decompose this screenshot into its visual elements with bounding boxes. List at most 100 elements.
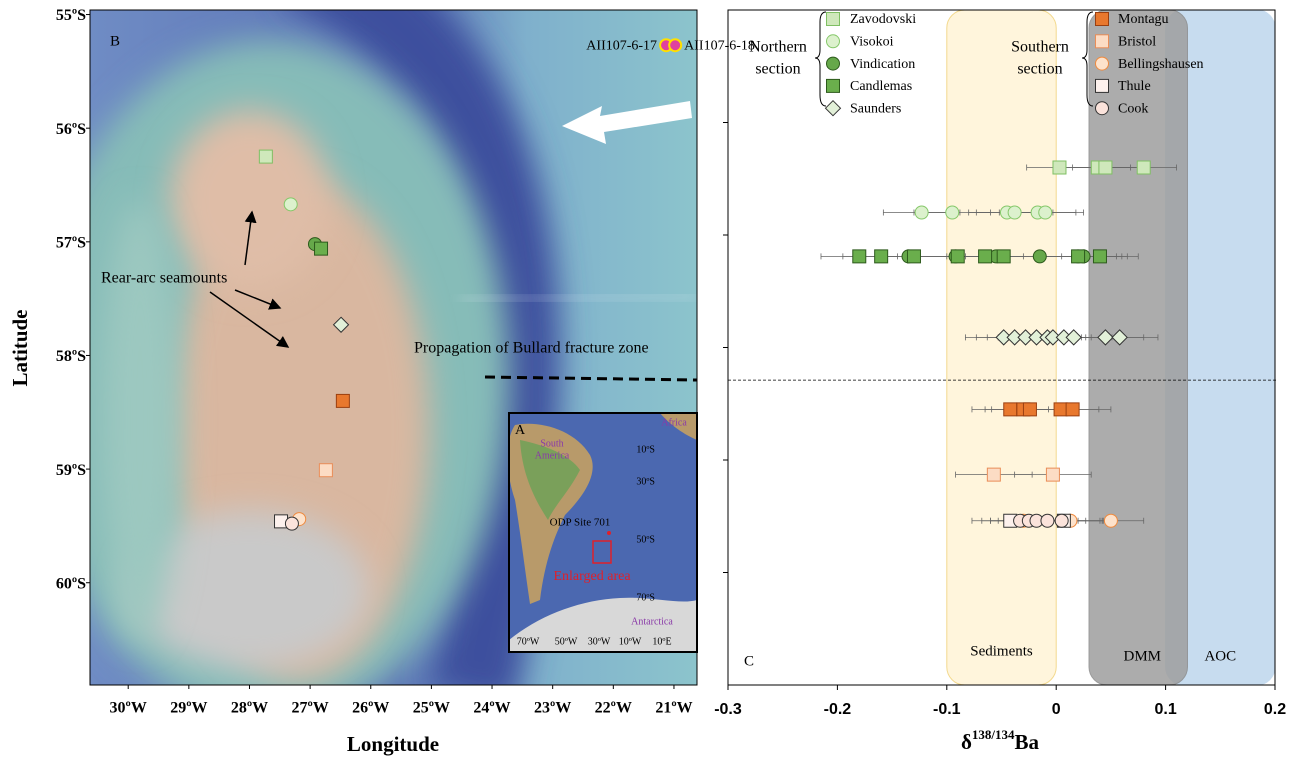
- panel-label: B: [110, 33, 120, 49]
- x-tick-label: -0.2: [824, 701, 852, 718]
- data-point: [1041, 514, 1054, 527]
- data-point: [1039, 206, 1052, 219]
- legend-marker: [1096, 57, 1109, 70]
- x-tick-label: 28ºW: [231, 700, 268, 717]
- site-marker: [259, 150, 272, 163]
- data-point: [946, 206, 959, 219]
- x-tick-label: 23ºW: [534, 700, 571, 717]
- inset-lat-label: 30ºS: [636, 476, 655, 487]
- legend-group-title: Southern: [1011, 39, 1069, 56]
- data-point: [1023, 403, 1036, 416]
- legend-label: Visokoi: [850, 35, 894, 50]
- data-point: [875, 250, 888, 263]
- legend-marker: [827, 79, 840, 92]
- inset-box-label: Enlarged area: [553, 569, 631, 584]
- band-label: Sediments: [970, 643, 1033, 659]
- x-tick-label: 22ºW: [595, 700, 632, 717]
- legend-marker: [826, 101, 841, 116]
- data-point: [853, 250, 866, 263]
- y-tick-label: 56ºS: [56, 121, 86, 138]
- inset-lon-label: 10ºW: [619, 636, 642, 647]
- data-point: [1008, 206, 1021, 219]
- x-axis-label-prefix: δ: [961, 730, 972, 754]
- data-point: [951, 250, 964, 263]
- legend-group-title: Northern: [749, 39, 807, 56]
- x-tick-label: 26ºW: [352, 700, 389, 717]
- legend-group-title: section: [1017, 61, 1062, 78]
- x-tick-label: 0.2: [1264, 701, 1286, 718]
- data-point: [1046, 468, 1059, 481]
- legend-label: Vindication: [850, 57, 915, 72]
- y-tick-label: 55ºS: [56, 7, 86, 24]
- sample-label: AII107-6-18: [684, 38, 755, 53]
- site-marker: [336, 394, 349, 407]
- annotation: Rear-arc seamounts: [101, 270, 227, 287]
- legend-label: Zavodovski: [850, 12, 916, 27]
- x-tick-label: 24ºW: [473, 700, 510, 717]
- x-tick-label: 27ºW: [291, 700, 328, 717]
- site-marker: [284, 198, 297, 211]
- inset-lat-label: 10ºS: [636, 444, 655, 455]
- continent-label: South: [540, 438, 563, 449]
- y-tick-label: 58ºS: [56, 348, 86, 365]
- data-point: [1055, 514, 1068, 527]
- x-tick-label: -0.3: [714, 701, 742, 718]
- x-tick-label: 0.1: [1154, 701, 1176, 718]
- legend-marker: [827, 13, 840, 26]
- site-marker: [315, 242, 328, 255]
- inset-lat-label: 50ºS: [636, 534, 655, 545]
- data-point: [987, 468, 1000, 481]
- page: 30ºW 29ºW 28ºW 27ºW 26ºW 25ºW 24ºW 23ºW 22ºW 21ºW…: [0, 0, 1297, 758]
- x-tick-label: 25ºW: [413, 700, 450, 717]
- panel-label: C: [744, 653, 754, 669]
- figure: 30ºW 29ºW 28ºW 27ºW 26ºW 25ºW 24ºW 23ºW 22ºW 21ºW…: [0, 0, 1297, 758]
- data-point: [1072, 250, 1085, 263]
- legend-marker: [827, 35, 840, 48]
- legend-bracket: [815, 12, 826, 106]
- x-axis-label-superscript: 138/134: [972, 727, 1015, 742]
- data-point: [915, 206, 928, 219]
- y-tick-label: 57ºS: [56, 234, 86, 251]
- data-point: [1099, 161, 1112, 174]
- data-point: [1093, 250, 1106, 263]
- annotation: Propagation of Bullard fracture zone: [414, 340, 649, 357]
- y-axis-label: Latitude: [8, 309, 32, 386]
- x-tick-label: 0: [1052, 701, 1061, 718]
- legend-label: Cook: [1118, 101, 1148, 116]
- x-tick-label: 29ºW: [170, 700, 207, 717]
- band-label: DMM: [1123, 648, 1161, 664]
- site-marker: [285, 517, 298, 530]
- inset-lon-label: 50ºW: [555, 636, 578, 647]
- data-point: [1066, 330, 1081, 345]
- legend-label: Montagu: [1118, 12, 1169, 27]
- data-point: [979, 250, 992, 263]
- continent-label: America: [535, 450, 570, 461]
- legend-label: Saunders: [850, 101, 901, 116]
- inset-lon-label: 70ºW: [517, 636, 540, 647]
- inset-lon-label: 30ºW: [588, 636, 611, 647]
- x-tick-label: 30ºW: [110, 700, 147, 717]
- legend-label: Bristol: [1118, 35, 1156, 50]
- y-tick-label: 59ºS: [56, 462, 86, 479]
- band: [947, 10, 1056, 685]
- data-point: [907, 250, 920, 263]
- data-point: [1054, 403, 1067, 416]
- x-tick-label: 21ºW: [655, 700, 692, 717]
- legend-marker: [1096, 35, 1109, 48]
- legend-marker: [1096, 102, 1109, 115]
- inset-site-label: ODP Site 701: [550, 517, 611, 529]
- data-point: [997, 250, 1010, 263]
- band-label: AOC: [1204, 648, 1236, 664]
- x-tick-label: -0.1: [933, 701, 961, 718]
- data-point: [1004, 403, 1017, 416]
- y-tick-label: 60ºS: [56, 575, 86, 592]
- continent-label: Antarctica: [631, 616, 673, 627]
- data-point: [1137, 161, 1150, 174]
- data-point: [1104, 514, 1117, 527]
- sample-marker: [669, 39, 681, 51]
- legend-label: Thule: [1118, 79, 1151, 94]
- data-point: [1066, 403, 1079, 416]
- x-axis-label: Longitude: [347, 732, 439, 756]
- legend-marker: [827, 57, 840, 70]
- continent-label: Africa: [661, 417, 687, 428]
